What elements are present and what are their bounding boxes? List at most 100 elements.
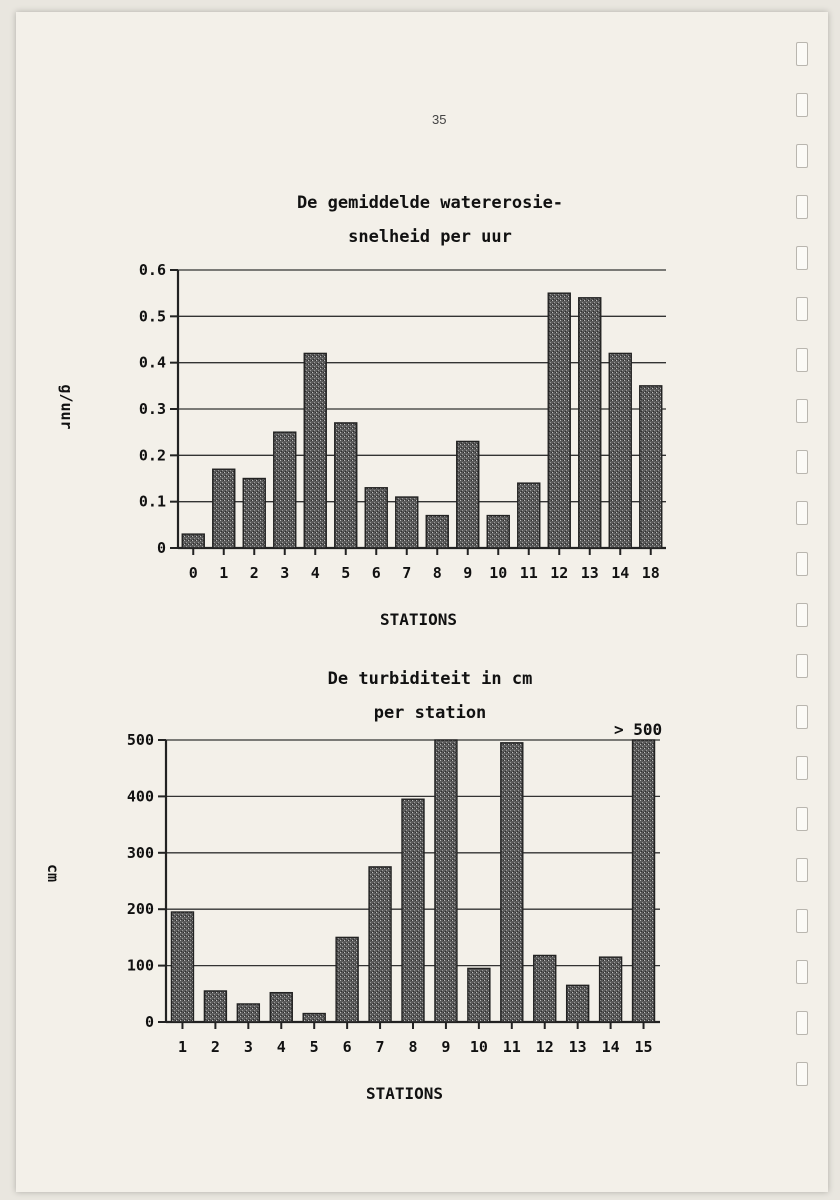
chart1-x-tick-label: 0 (189, 564, 198, 582)
chart2-overflow-annotation: > 500 (614, 720, 663, 739)
chart2-bar (565, 984, 590, 1023)
chart1-y-tick-label: 0.1 (139, 493, 166, 511)
chart2-x-tick-label: 11 (503, 1038, 521, 1056)
chart1-x-tick-label: 4 (311, 564, 320, 582)
chart2-y-tick-label: 200 (127, 900, 154, 918)
binder-hole (796, 654, 808, 678)
chart1-bar (578, 297, 602, 549)
chart1-bar (364, 487, 388, 549)
binder-hole (796, 960, 808, 984)
chart2-bar (302, 1012, 326, 1023)
chart2-x-tick-label: 9 (441, 1038, 450, 1056)
chart1-x-tick-label: 1 (219, 564, 228, 582)
chart2-x-tick-label: 15 (635, 1038, 653, 1056)
chart2-bar (269, 991, 293, 1023)
chart1-bar (212, 468, 236, 549)
chart1-bar (273, 431, 297, 549)
binder-hole (796, 42, 808, 66)
chart1-x-tick-label: 12 (550, 564, 568, 582)
chart1-bar (547, 292, 571, 549)
chart1-y-tick-label: 0.5 (139, 307, 166, 325)
chart1-x-tick-label: 3 (280, 564, 289, 582)
chart2-bar (598, 956, 623, 1023)
chart1-bar (456, 440, 480, 549)
chart1-bar (181, 533, 205, 549)
chart2-y-tick-label: 500 (127, 731, 154, 749)
chart2-y-tick-label: 0 (145, 1013, 154, 1031)
chart2-y-tick-label: 300 (127, 844, 154, 862)
chart2-x-tick-label: 4 (277, 1038, 286, 1056)
chart2-x-tick-label: 1 (178, 1038, 187, 1056)
chart1-x-tick-label: 8 (433, 564, 442, 582)
chart1-x-tick-label: 14 (611, 564, 629, 582)
binder-hole (796, 858, 808, 882)
chart2-bar (533, 954, 557, 1023)
binder-hole (796, 807, 808, 831)
binder-hole (796, 603, 808, 627)
chart1-bar (486, 514, 510, 549)
chart1-y-tick-label: 0.4 (139, 354, 166, 372)
binder-hole (796, 1062, 808, 1086)
chart2-x-tick-label: 14 (602, 1038, 620, 1056)
chart2-x-tick-label: 12 (536, 1038, 554, 1056)
binder-hole (796, 450, 808, 474)
page-number: 35 (432, 112, 447, 127)
binder-hole (796, 144, 808, 168)
chart2-bar (236, 1003, 261, 1023)
chart1-x-tick-label: 13 (581, 564, 599, 582)
chart1-y-tick-label: 0.2 (139, 446, 166, 464)
binder-hole (796, 399, 808, 423)
chart2-bar (401, 798, 425, 1023)
chart1-bar (608, 352, 632, 549)
chart1-x-tick-label: 6 (372, 564, 381, 582)
chart1-y-tick-label: 0 (157, 539, 166, 557)
binder-hole (796, 909, 808, 933)
chart2-bar (631, 739, 656, 1023)
chart2-x-tick-label: 2 (211, 1038, 220, 1056)
chart1-x-tick-label: 5 (341, 564, 350, 582)
binder-hole (796, 348, 808, 372)
chart1-bar (639, 385, 663, 549)
chart1-bar (303, 352, 327, 549)
chart1-bar (425, 514, 449, 549)
chart1-bar (517, 482, 541, 549)
binder-hole (796, 705, 808, 729)
chart1-x-tick-label: 2 (250, 564, 259, 582)
binder-hole (796, 93, 808, 117)
chart1-x-tick-label: 9 (463, 564, 472, 582)
chart1-bar (395, 496, 419, 549)
chart1-x-tick-label: 7 (402, 564, 411, 582)
chart2-bar (434, 739, 458, 1023)
chart1-plot: 00.10.20.30.40.50.60 1 2 3 4 5 6 7 8 9 10 11 12 13 14 1… (139, 261, 666, 582)
chart1-y-tick-label: 0.6 (139, 261, 166, 279)
chart2-x-tick-label: 6 (343, 1038, 352, 1056)
binder-hole (796, 552, 808, 576)
chart1-x-tick-label: 10 (489, 564, 507, 582)
chart2-x-tick-label: 3 (244, 1038, 253, 1056)
chart1-x-tick-label: 11 (520, 564, 538, 582)
chart2-y-tick-label: 400 (127, 787, 154, 805)
chart2-bar (170, 911, 195, 1023)
chart2-x-axis-label: STATIONS (366, 1084, 444, 1103)
chart2-x-tick-label: 5 (310, 1038, 319, 1056)
chart1-x-tick-label: 18 (642, 564, 660, 582)
chart2-bar (368, 866, 392, 1023)
binder-hole (796, 756, 808, 780)
chart2-x-tick-label: 10 (470, 1038, 488, 1056)
chart2-bar (467, 967, 491, 1023)
binder-hole (796, 1011, 808, 1035)
binder-hole (796, 246, 808, 270)
chart1-bar (242, 477, 266, 549)
chart2-x-tick-label: 7 (376, 1038, 385, 1056)
chart1-title: De gemiddelde watererosie- snelheid per … (296, 193, 564, 247)
binder-hole (796, 297, 808, 321)
chart1-y-tick-label: 0.3 (139, 400, 166, 418)
chart1-x-axis-label: STATIONS (380, 610, 458, 629)
chart1-bar (334, 422, 358, 549)
chart2-x-tick-label: 8 (408, 1038, 417, 1056)
chart2-y-tick-label: 100 (127, 957, 154, 975)
chart2-x-tick-label: 13 (569, 1038, 587, 1056)
binder-hole (796, 501, 808, 525)
